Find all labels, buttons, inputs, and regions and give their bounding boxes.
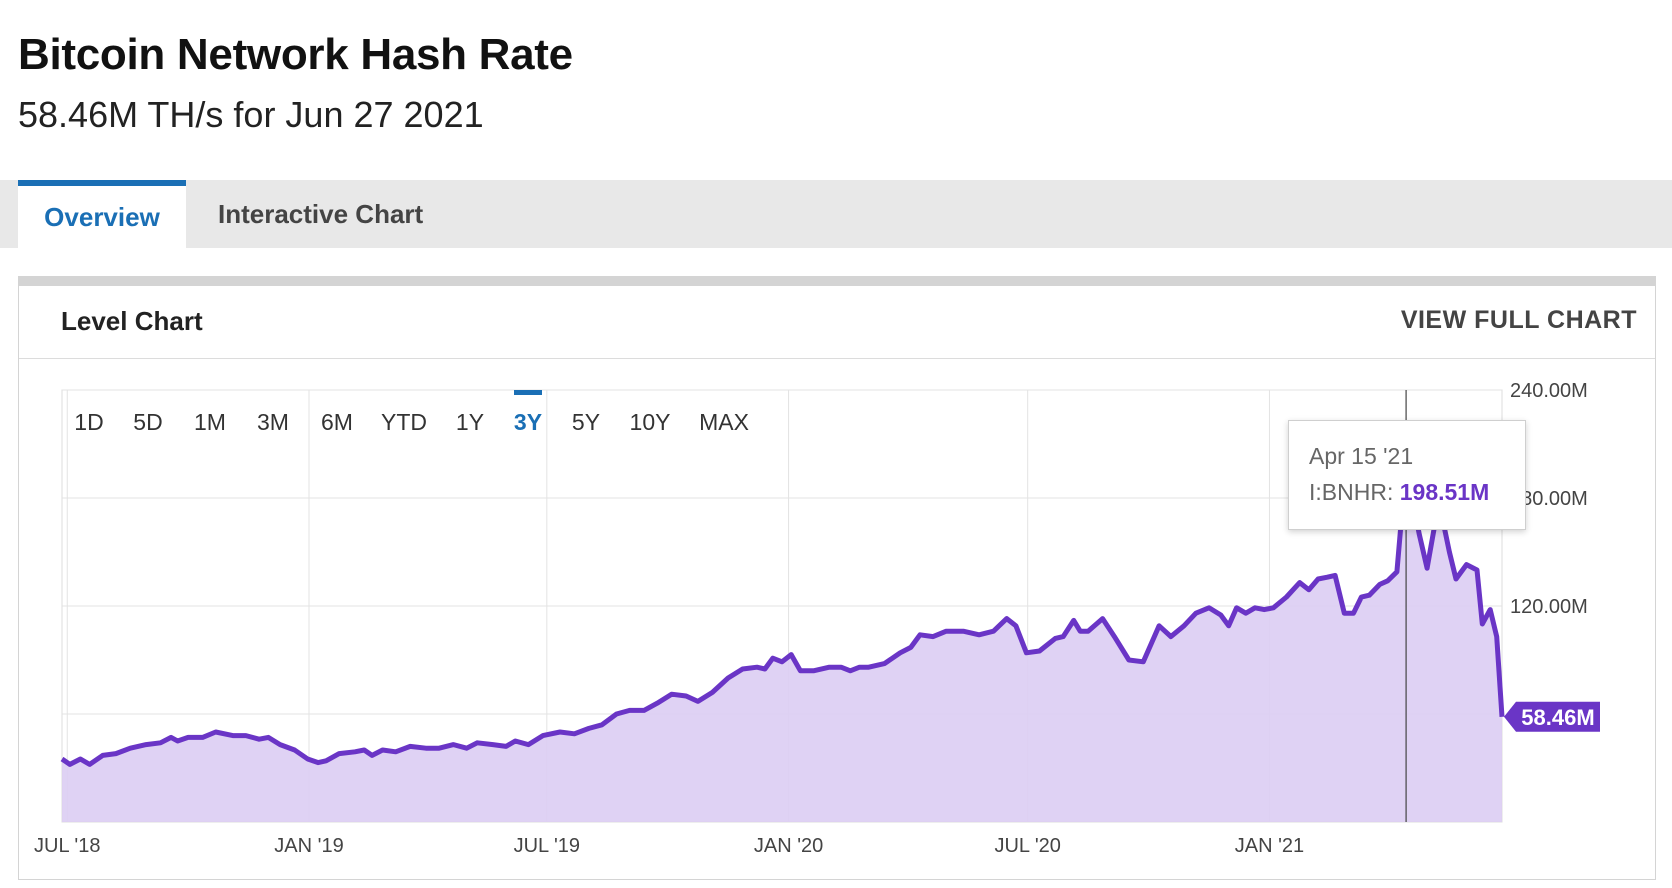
panel-title: Level Chart [61,306,203,336]
last-value-badge [1504,701,1600,732]
range-button-5d[interactable]: 5D [133,409,162,435]
x-tick-label: JUL '18 [34,835,100,857]
range-button-1d[interactable]: 1D [74,409,103,435]
tooltip-series: I:BNHR: 198.51M [1309,479,1489,506]
tooltip-value: 198.51M [1399,479,1490,505]
range-button-1m[interactable]: 1M [194,409,226,435]
panel-divider [19,358,1655,359]
tooltip-series-label: I:BNHR: [1309,479,1394,505]
range-button-max[interactable]: MAX [699,409,749,435]
range-button-6m[interactable]: 6M [321,409,353,435]
x-tick-label: JAN '21 [1235,835,1304,857]
range-button-3y[interactable]: 3Y [514,409,542,435]
x-tick-label: JAN '20 [754,835,823,857]
x-tick-label: JUL '20 [994,835,1060,857]
series-line-ibnhr [60,462,1505,767]
range-button-ytd[interactable]: YTD [381,409,427,435]
y-tick-label: 240.00M [1510,380,1588,402]
range-button-5y[interactable]: 5Y [572,409,600,435]
view-full-chart-link[interactable]: VIEW FULL CHART [1400,306,1637,334]
tab-interactive-chart[interactable]: Interactive Chart [218,199,424,229]
x-tick-label: JUL '19 [514,835,580,857]
last-value-label: 58.46M [1521,705,1594,730]
y-tick-label: 180.00M [1510,488,1588,510]
chart-tooltip: Apr 15 '21 I:BNHR: 198.51M [1288,420,1526,530]
page-subtitle: 58.46M TH/s for Jun 27 2021 [18,94,484,135]
x-tick-label: JAN '19 [274,835,343,857]
range-button-3m[interactable]: 3M [257,409,289,435]
tooltip-date: Apr 15 '21 [1309,443,1414,469]
range-button-1y[interactable]: 1Y [456,409,484,435]
tab-overview[interactable]: Overview [18,180,186,248]
area-fill [62,464,1502,822]
range-button-10y[interactable]: 10Y [630,409,671,435]
tab-bar: Overview Interactive Chart [0,180,1672,248]
y-tick-label: 120.00M [1510,596,1588,618]
active-range-indicator [514,390,542,395]
page-title: Bitcoin Network Hash Rate [18,30,573,79]
